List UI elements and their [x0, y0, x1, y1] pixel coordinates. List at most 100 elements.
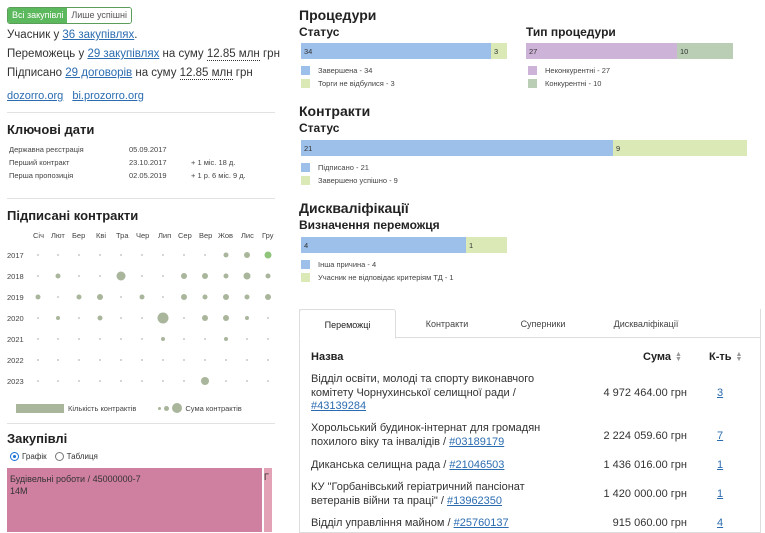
- contract-dot[interactable]: [202, 315, 208, 321]
- contract-dot[interactable]: [245, 316, 249, 320]
- empty-month-dot: [225, 359, 227, 361]
- signed-link[interactable]: 29 договорів: [65, 67, 133, 79]
- empty-month-dot: [141, 338, 143, 340]
- contract-dot[interactable]: [55, 273, 61, 279]
- status-failed-bar[interactable]: 3: [491, 43, 507, 59]
- won-only-toggle[interactable]: Лише успішні: [67, 8, 131, 23]
- table-radio[interactable]: [54, 452, 64, 461]
- signed-contracts-title: Підписані контракти: [7, 208, 139, 223]
- contract-dot[interactable]: [243, 272, 251, 280]
- empty-month-dot: [162, 275, 164, 277]
- column-header-name[interactable]: Назва: [311, 351, 344, 363]
- contracts-done-bar[interactable]: 9: [613, 140, 747, 156]
- contract-dot[interactable]: [244, 294, 250, 300]
- winner-amount: 12.85 млн: [206, 48, 260, 61]
- contract-dot[interactable]: [116, 271, 126, 281]
- empty-month-dot: [141, 254, 143, 256]
- winner-link[interactable]: 29 закупівлях: [87, 48, 160, 60]
- month-label: Лис: [241, 231, 254, 240]
- empty-month-dot: [99, 380, 101, 382]
- contract-dot[interactable]: [181, 294, 187, 300]
- edrpou-link[interactable]: #21046503: [449, 459, 505, 471]
- year-label: 2017: [7, 251, 24, 260]
- edrpou-link[interactable]: #03189179: [449, 435, 505, 448]
- edrpou-link[interactable]: #43139284: [311, 400, 367, 412]
- contract-dot[interactable]: [223, 294, 229, 300]
- contracts-title: Контракти: [299, 103, 371, 119]
- disq-nonconform-bar[interactable]: 1: [466, 237, 507, 253]
- contract-dot[interactable]: [223, 252, 229, 258]
- tab-rivals[interactable]: Суперники: [520, 319, 566, 329]
- empty-month-dot: [37, 317, 39, 319]
- month-label: Лют: [51, 231, 65, 240]
- contract-dot[interactable]: [56, 316, 60, 320]
- month-label: Сер: [178, 231, 192, 240]
- calendar-legend: Кількість контрактів Сума контрактів: [16, 403, 242, 413]
- all-procurements-toggle[interactable]: Всі закупівлі: [8, 8, 68, 23]
- column-header-count[interactable]: К-ть ▲ ▼: [709, 351, 743, 364]
- contract-dot[interactable]: [201, 377, 209, 385]
- contract-dot[interactable]: [97, 294, 103, 300]
- empty-month-dot: [37, 359, 39, 361]
- contract-dot[interactable]: [181, 273, 187, 279]
- empty-month-dot: [162, 359, 164, 361]
- contract-dot[interactable]: [223, 273, 229, 279]
- sort-icon: ▲ ▼: [735, 351, 743, 364]
- dozorro-link[interactable]: dozorro.org: [7, 90, 64, 102]
- count-legend-swatch: [16, 403, 64, 413]
- tab-winners[interactable]: Переможці: [299, 309, 396, 339]
- participant-link[interactable]: 36 закупівлях: [62, 29, 135, 41]
- contracts-status-title: Статус: [299, 121, 340, 135]
- treemap-cell[interactable]: Г: [264, 468, 272, 532]
- empty-month-dot: [57, 359, 59, 361]
- count-link[interactable]: 1: [717, 459, 724, 471]
- empty-month-dot: [267, 317, 269, 319]
- column-header-sum[interactable]: Сума ▲ ▼: [643, 351, 682, 364]
- empty-month-dot: [78, 380, 80, 382]
- signed-line: Підписано 29 договорів на суму 12.85 млн…: [7, 67, 253, 80]
- contract-dot[interactable]: [161, 337, 165, 341]
- year-label: 2020: [7, 314, 24, 323]
- contract-dot[interactable]: [202, 294, 208, 300]
- contract-dot[interactable]: [224, 337, 228, 341]
- status-completed-bar[interactable]: 34: [301, 43, 491, 59]
- month-label: Січ: [33, 231, 44, 240]
- empty-month-dot: [120, 359, 122, 361]
- contract-dot[interactable]: [202, 273, 208, 279]
- count-link[interactable]: 3: [717, 387, 724, 399]
- edrpou-link[interactable]: #25760137: [453, 517, 509, 529]
- tab-contracts[interactable]: Контракти: [425, 319, 469, 329]
- count-link[interactable]: 7: [717, 430, 724, 442]
- count-link[interactable]: 1: [717, 488, 724, 500]
- contract-dot[interactable]: [265, 294, 271, 300]
- contract-dot[interactable]: [244, 252, 250, 258]
- contract-dot[interactable]: [223, 315, 229, 321]
- type-competitive-bar[interactable]: 10: [677, 43, 733, 59]
- chart-radio[interactable]: [10, 452, 19, 461]
- empty-month-dot: [57, 338, 59, 340]
- contract-dot[interactable]: [265, 273, 271, 279]
- year-label: 2018: [7, 272, 24, 281]
- biprozorro-link[interactable]: bi.prozorro.org: [72, 90, 144, 102]
- legend-item: Торги не відбулися - 3: [301, 79, 395, 88]
- count-link[interactable]: 4: [717, 517, 724, 529]
- contract-dot[interactable]: [76, 294, 82, 300]
- contract-dot[interactable]: [157, 312, 169, 324]
- contract-dot[interactable]: [139, 294, 145, 300]
- empty-month-dot: [120, 338, 122, 340]
- edrpou-link[interactable]: #13962350: [446, 494, 503, 507]
- empty-month-dot: [37, 275, 39, 277]
- contract-dot[interactable]: [264, 251, 272, 259]
- empty-month-dot: [204, 338, 206, 340]
- contract-dot[interactable]: [97, 315, 103, 321]
- disq-other-bar[interactable]: 4: [301, 237, 466, 253]
- legend-item: Неконкурентні - 27: [528, 66, 610, 75]
- type-noncompetitive-bar[interactable]: 27: [526, 43, 677, 59]
- tab-disqualifications[interactable]: Дискваліфікації: [613, 319, 679, 329]
- empty-month-dot: [57, 254, 59, 256]
- procurement-filter-toggle: Всі закупівлі Лише успішні: [7, 7, 132, 24]
- contract-dot[interactable]: [35, 294, 41, 300]
- contracts-signed-bar[interactable]: 21: [301, 140, 613, 156]
- empty-month-dot: [141, 359, 143, 361]
- treemap-cell[interactable]: Будівельні роботи / 45000000-7 14M: [7, 468, 262, 532]
